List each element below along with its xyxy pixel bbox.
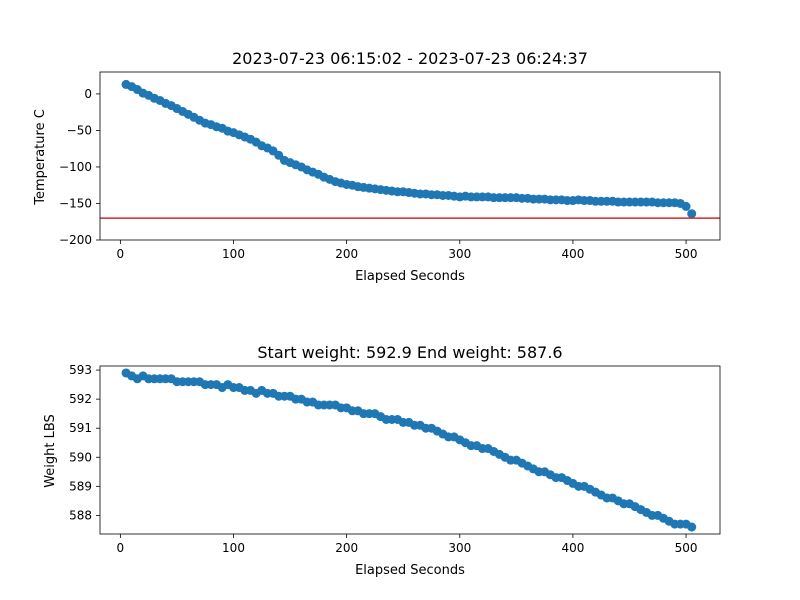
temperature-x-tick-label: 0 bbox=[117, 247, 125, 261]
temperature-chart-title: 2023-07-23 06:15:02 - 2023-07-23 06:24:3… bbox=[232, 49, 588, 68]
weight-panel: Start weight: 592.9 End weight: 587.6 El… bbox=[43, 343, 721, 578]
temperature-y-tick-label: 0 bbox=[84, 87, 92, 101]
weight-x-tick-label: 200 bbox=[335, 541, 358, 555]
weight-y-tick-label: 588 bbox=[69, 508, 92, 522]
temperature-y-axis-label: Temperature C bbox=[33, 109, 48, 206]
temperature-x-tick-label: 300 bbox=[448, 247, 471, 261]
weight-data-point bbox=[687, 522, 697, 532]
temperature-y-tick-label: −100 bbox=[59, 160, 92, 174]
weight-x-tick-label: 100 bbox=[222, 541, 245, 555]
temperature-y-tick-label: −150 bbox=[59, 196, 92, 210]
weight-chart-title: Start weight: 592.9 End weight: 587.6 bbox=[257, 343, 562, 362]
weight-y-axis-label: Weight LBS bbox=[43, 414, 58, 488]
temperature-plot-area: 0 100 200 300 400 500 0 −50 −100 −150 −200 bbox=[59, 71, 721, 261]
weight-y-tick-label: 591 bbox=[69, 421, 92, 435]
temperature-x-tick-label: 400 bbox=[561, 247, 584, 261]
weight-axes-frame bbox=[99, 365, 721, 535]
weight-plot-area: 0 100 200 300 400 500 593 592 591 590 589 588 bbox=[69, 363, 721, 555]
weight-y-tick-label: 592 bbox=[69, 392, 92, 406]
temperature-x-tick-label: 500 bbox=[675, 247, 698, 261]
temperature-x-axis-label: Elapsed Seconds bbox=[355, 269, 465, 284]
temperature-x-tick-label: 200 bbox=[335, 247, 358, 261]
temperature-data-point bbox=[681, 201, 691, 211]
temperature-axes-frame bbox=[99, 71, 721, 241]
temperature-x-tick-label: 100 bbox=[222, 247, 245, 261]
weight-x-tick-label: 500 bbox=[675, 541, 698, 555]
temperature-data-point bbox=[687, 209, 697, 219]
weight-y-tick-label: 589 bbox=[69, 479, 92, 493]
temperature-y-tick-label: −50 bbox=[67, 123, 92, 137]
weight-x-tick-label: 400 bbox=[561, 541, 584, 555]
temperature-y-tick-label: −200 bbox=[59, 233, 92, 247]
weight-y-tick-label: 593 bbox=[69, 363, 92, 377]
weight-x-tick-label: 0 bbox=[117, 541, 125, 555]
weight-x-axis-label: Elapsed Seconds bbox=[355, 563, 465, 578]
weight-y-tick-label: 590 bbox=[69, 450, 92, 464]
weight-x-tick-label: 300 bbox=[448, 541, 471, 555]
temperature-panel: 2023-07-23 06:15:02 - 2023-07-23 06:24:3… bbox=[33, 49, 721, 284]
